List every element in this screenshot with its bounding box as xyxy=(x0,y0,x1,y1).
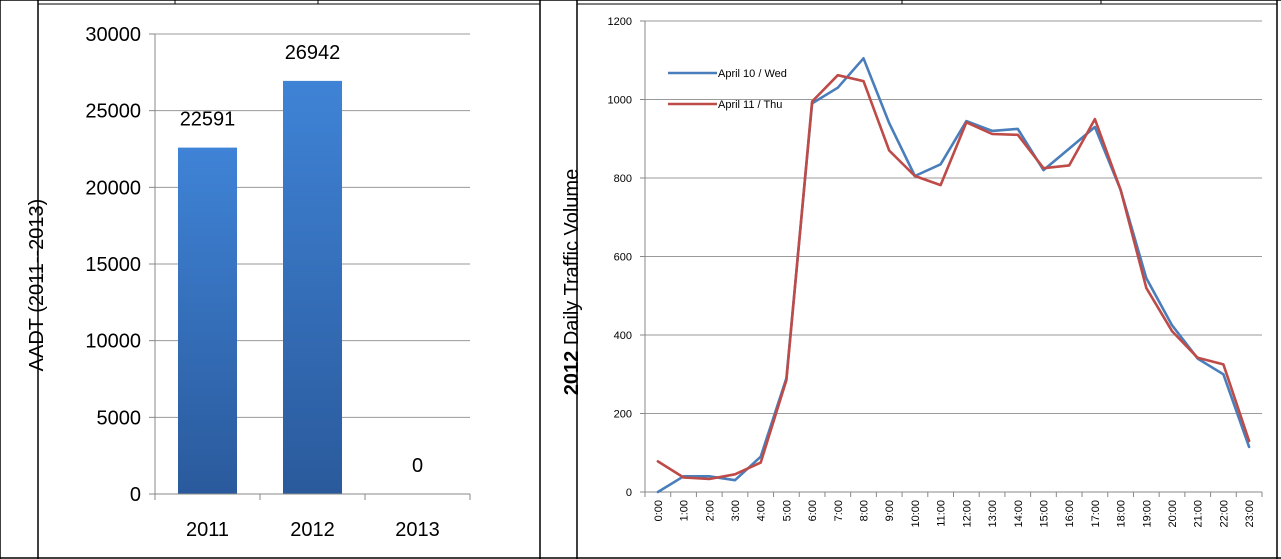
line-x-tick-label: 16:00 xyxy=(1064,500,1076,528)
line-x-tick-label: 15:00 xyxy=(1038,500,1050,528)
bar-chart-y-axis-label: AADT (2011--2013) xyxy=(26,199,48,372)
line-y-tick-label: 400 xyxy=(614,330,632,342)
bar-data-label: 22591 xyxy=(180,109,236,131)
line-x-tick-label: 2:00 xyxy=(704,500,716,521)
legend-label-2: April 11 / Thu xyxy=(718,99,782,111)
bar-x-tick-label: 2011 xyxy=(186,519,229,541)
bar-y-tick-label: 15000 xyxy=(85,254,141,276)
line-x-tick-label: 14:00 xyxy=(1013,500,1025,528)
line-x-tick-label: 1:00 xyxy=(679,500,691,521)
line-x-tick-label: 20:00 xyxy=(1167,500,1179,528)
line-chart-y-tick-labels: 0 200 400 600 800 1000 1200 xyxy=(608,16,632,499)
daily-traffic-line-chart: 0 200 400 600 800 1000 1200 0:00 1:00 2:00 3:00 4:… xyxy=(561,16,1263,528)
bar-chart-y-tick-labels: 0 5000 10000 15000 20000 25000 30000 xyxy=(85,24,141,506)
bar-y-tick-label: 10000 xyxy=(85,331,141,353)
line-x-tick-label: 3:00 xyxy=(730,500,742,521)
line-y-tick-label: 1000 xyxy=(608,95,632,107)
line-y-tick-label: 0 xyxy=(626,487,632,499)
bar-2012 xyxy=(283,80,342,494)
line-chart-y-axis-label: 2012 Daily Traffic Volume xyxy=(561,169,583,395)
line-x-tick-label: 0:00 xyxy=(653,500,665,521)
bar-x-tick-label: 2013 xyxy=(395,519,440,541)
bar-chart-data-labels: 22591 26942 0 xyxy=(180,42,423,477)
bar-y-tick-label: 20000 xyxy=(85,177,141,199)
line-series-1 xyxy=(656,56,1251,494)
bar-x-tick-label: 2012 xyxy=(290,519,335,541)
line-x-tick-label: 5:00 xyxy=(781,500,793,521)
header-cell-dividers xyxy=(38,0,1277,5)
legend-label-1: April 10 / Wed xyxy=(718,68,787,80)
line-y-tick-label: 200 xyxy=(614,409,632,421)
bar-data-label: 0 xyxy=(412,455,423,477)
line-x-tick-label: 13:00 xyxy=(987,500,999,528)
bar-y-tick-label: 0 xyxy=(130,484,141,506)
line-x-tick-label: 6:00 xyxy=(807,500,819,521)
line-x-tick-label: 9:00 xyxy=(884,500,896,521)
bar-y-tick-label: 30000 xyxy=(85,24,141,46)
line-x-tick-label: 12:00 xyxy=(961,500,973,528)
line-chart-y-axis-label-year: 2012 xyxy=(561,351,583,396)
line-chart-legend: April 10 / Wed April 11 / Thu xyxy=(668,68,787,111)
line-x-tick-label: 21:00 xyxy=(1193,500,1205,528)
line-x-tick-label: 4:00 xyxy=(756,500,768,521)
bar-2011 xyxy=(178,147,237,494)
bar-y-tick-label: 25000 xyxy=(85,101,141,123)
line-x-tick-label: 18:00 xyxy=(1116,500,1128,528)
line-x-tick-label: 23:00 xyxy=(1244,500,1256,528)
line-chart-series xyxy=(656,56,1251,494)
line-x-tick-label: 8:00 xyxy=(859,500,871,521)
line-series-2 xyxy=(656,73,1251,481)
line-chart-x-tick-labels: 0:00 1:00 2:00 3:00 4:00 5:00 6:00 7:00 8:00 9:00… xyxy=(653,500,1256,528)
line-y-tick-label: 1200 xyxy=(608,16,632,28)
bar-chart-x-tick-labels: 2011 2012 2013 xyxy=(186,519,440,541)
line-y-tick-label: 600 xyxy=(614,252,632,264)
line-chart-gridlines xyxy=(645,20,1262,414)
bar-chart-axes xyxy=(149,33,471,500)
line-x-tick-label: 7:00 xyxy=(833,500,845,521)
line-x-tick-label: 10:00 xyxy=(910,500,922,528)
line-x-tick-label: 19:00 xyxy=(1141,500,1153,528)
bar-data-label: 26942 xyxy=(285,42,341,64)
bar-chart-bars xyxy=(178,80,342,494)
line-chart-y-axis-label-rest: Daily Traffic Volume xyxy=(561,169,583,351)
line-x-tick-label: 11:00 xyxy=(936,500,948,527)
line-x-tick-label: 22:00 xyxy=(1218,500,1230,528)
line-x-tick-label: 17:00 xyxy=(1090,500,1102,528)
line-chart-axes xyxy=(640,20,1263,497)
line-y-tick-label: 800 xyxy=(614,173,632,185)
bar-y-tick-label: 5000 xyxy=(97,407,142,429)
